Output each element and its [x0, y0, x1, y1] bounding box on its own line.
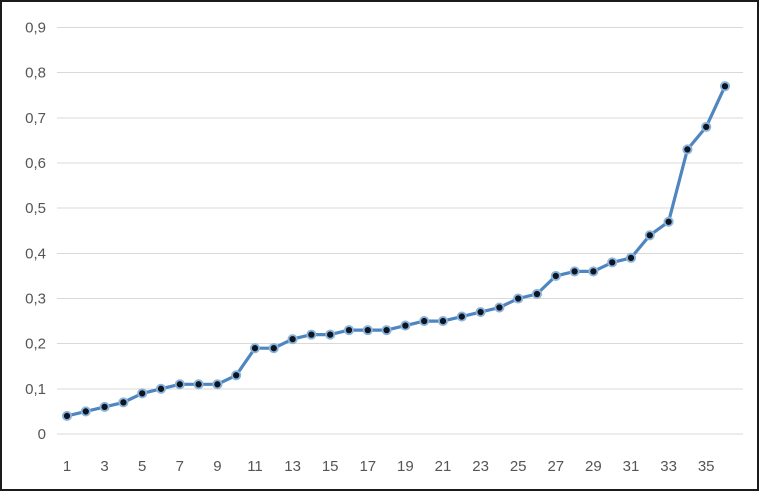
data-point-marker [400, 320, 411, 331]
x-tick-label: 21 [435, 458, 452, 475]
data-point-marker [249, 343, 261, 354]
data-point-marker [118, 397, 129, 408]
data-point-marker [719, 81, 731, 92]
x-tick-label: 5 [138, 458, 146, 475]
y-tick-label: 0,8 [25, 65, 46, 82]
data-point-marker [701, 121, 712, 132]
y-tick-label: 0,3 [25, 291, 46, 308]
x-tick-label: 25 [510, 458, 527, 475]
x-tick-label: 31 [623, 458, 640, 475]
data-point-marker [193, 379, 204, 390]
gridlines [57, 27, 743, 435]
x-tick-label: 11 [247, 458, 263, 475]
x-tick-label: 33 [660, 458, 677, 475]
y-tick-label: 0,7 [25, 110, 46, 127]
data-point-marker [137, 388, 148, 399]
data-point-marker [644, 230, 655, 241]
y-tick-label: 0,1 [25, 381, 46, 398]
data-point-marker [607, 257, 618, 268]
data-point-marker [419, 316, 430, 327]
series-markers [61, 81, 731, 421]
data-point-marker [231, 370, 242, 381]
x-tick-label: 1 [63, 458, 71, 475]
data-point-marker [61, 410, 73, 421]
y-tick-label: 0,9 [25, 20, 46, 37]
y-tick-label: 0 [38, 426, 46, 443]
series-line [65, 84, 727, 418]
x-tick-label: 3 [100, 458, 108, 475]
data-point-marker [569, 266, 580, 277]
data-point-marker [531, 288, 543, 300]
data-point-marker [588, 266, 599, 277]
data-point-marker [212, 379, 223, 390]
data-point-marker [682, 144, 693, 155]
y-axis-tick-labels: 0 0,1 0,2 0,3 0,4 0,5 0,6 0,7 0,8 0,9 [25, 20, 46, 444]
x-axis-tick-labels: 1 3 5 7 9 11 13 15 17 19 21 23 25 27 29 31 33 35 [63, 458, 715, 475]
y-tick-label: 0,4 [25, 245, 46, 262]
data-point-marker [663, 216, 674, 227]
data-point-marker [287, 334, 298, 345]
data-point-marker [268, 343, 279, 354]
x-tick-label: 29 [585, 458, 602, 475]
data-point-marker [456, 311, 467, 322]
data-point-marker [174, 379, 185, 390]
data-point-marker [550, 270, 561, 281]
data-point-marker [155, 383, 167, 394]
x-tick-label: 27 [547, 458, 564, 475]
data-point-marker [343, 325, 355, 336]
data-point-marker [381, 325, 392, 336]
data-point-marker [513, 293, 524, 304]
x-tick-label: 15 [322, 458, 339, 475]
data-point-marker [475, 306, 486, 318]
x-tick-label: 19 [397, 458, 414, 475]
data-point-marker [362, 325, 373, 336]
x-tick-label: 9 [213, 458, 221, 475]
data-point-marker [80, 406, 91, 417]
x-tick-label: 17 [359, 458, 376, 475]
y-tick-label: 0,2 [25, 336, 46, 353]
x-tick-label: 13 [284, 458, 301, 475]
x-tick-label: 7 [176, 458, 184, 475]
x-tick-label: 35 [698, 458, 715, 475]
data-point-marker [306, 329, 317, 340]
data-point-marker [437, 316, 449, 327]
y-tick-label: 0,6 [25, 155, 46, 172]
data-point-marker [99, 401, 110, 412]
data-point-marker [494, 302, 505, 313]
y-tick-label: 0,5 [25, 200, 46, 217]
x-tick-label: 23 [472, 458, 489, 475]
data-point-marker [325, 329, 336, 340]
data-point-marker [625, 252, 637, 263]
